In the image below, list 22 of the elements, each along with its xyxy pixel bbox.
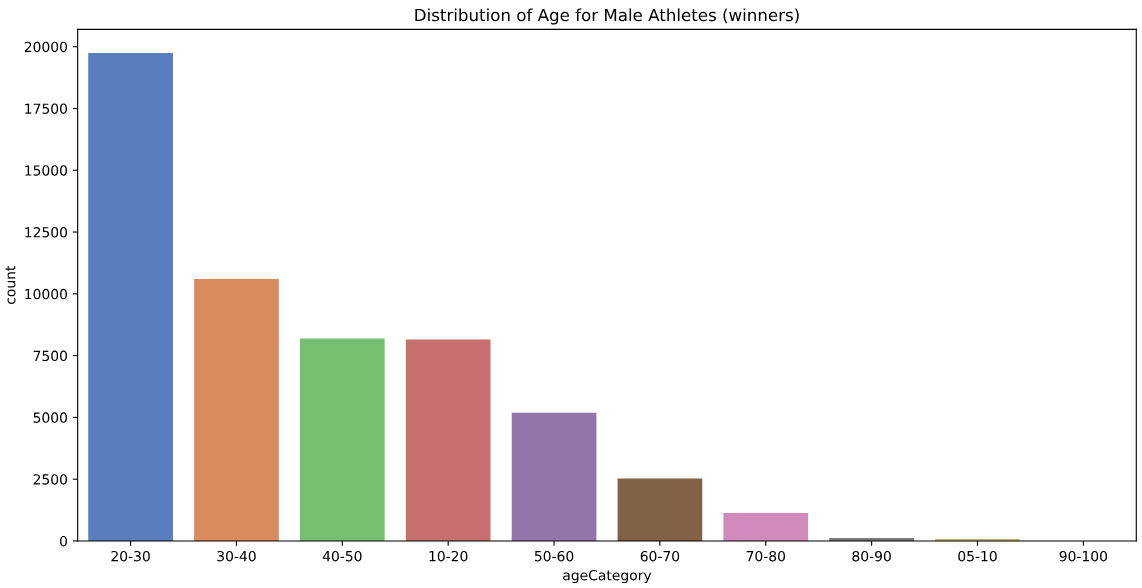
x-tick-label: 60-70 xyxy=(640,550,680,562)
x-tick-label: 20-30 xyxy=(111,550,150,562)
x-tick-label: 90-100 xyxy=(1059,550,1108,562)
y-tick-label: 17500 xyxy=(25,103,68,114)
y-tick-label: 2500 xyxy=(33,474,68,485)
x-axis-title: ageCategory xyxy=(563,569,652,584)
x-tick-label: 80-90 xyxy=(852,550,891,562)
y-tick-label: 12500 xyxy=(25,227,68,238)
y-tick-label: 20000 xyxy=(24,41,68,53)
x-tick-label: 05-10 xyxy=(958,550,997,562)
y-tick-label: 7500 xyxy=(33,350,68,362)
x-tick-label: 10-20 xyxy=(429,550,468,562)
y-axis-title: count xyxy=(5,265,16,305)
y-tick-label: 0 xyxy=(60,535,68,547)
x-tick-label: 70-80 xyxy=(746,550,786,562)
y-tick-label: 15000 xyxy=(25,165,68,176)
x-tick-label: 50-60 xyxy=(534,550,574,562)
x-tick-label: 30-40 xyxy=(217,550,256,562)
x-tick-label: 40-50 xyxy=(322,550,362,562)
y-tick-label: 10000 xyxy=(25,288,68,300)
chart-title: Distribution of Age for Male Athletes (winners) xyxy=(415,8,799,25)
y-tick-label: 5000 xyxy=(33,412,68,423)
